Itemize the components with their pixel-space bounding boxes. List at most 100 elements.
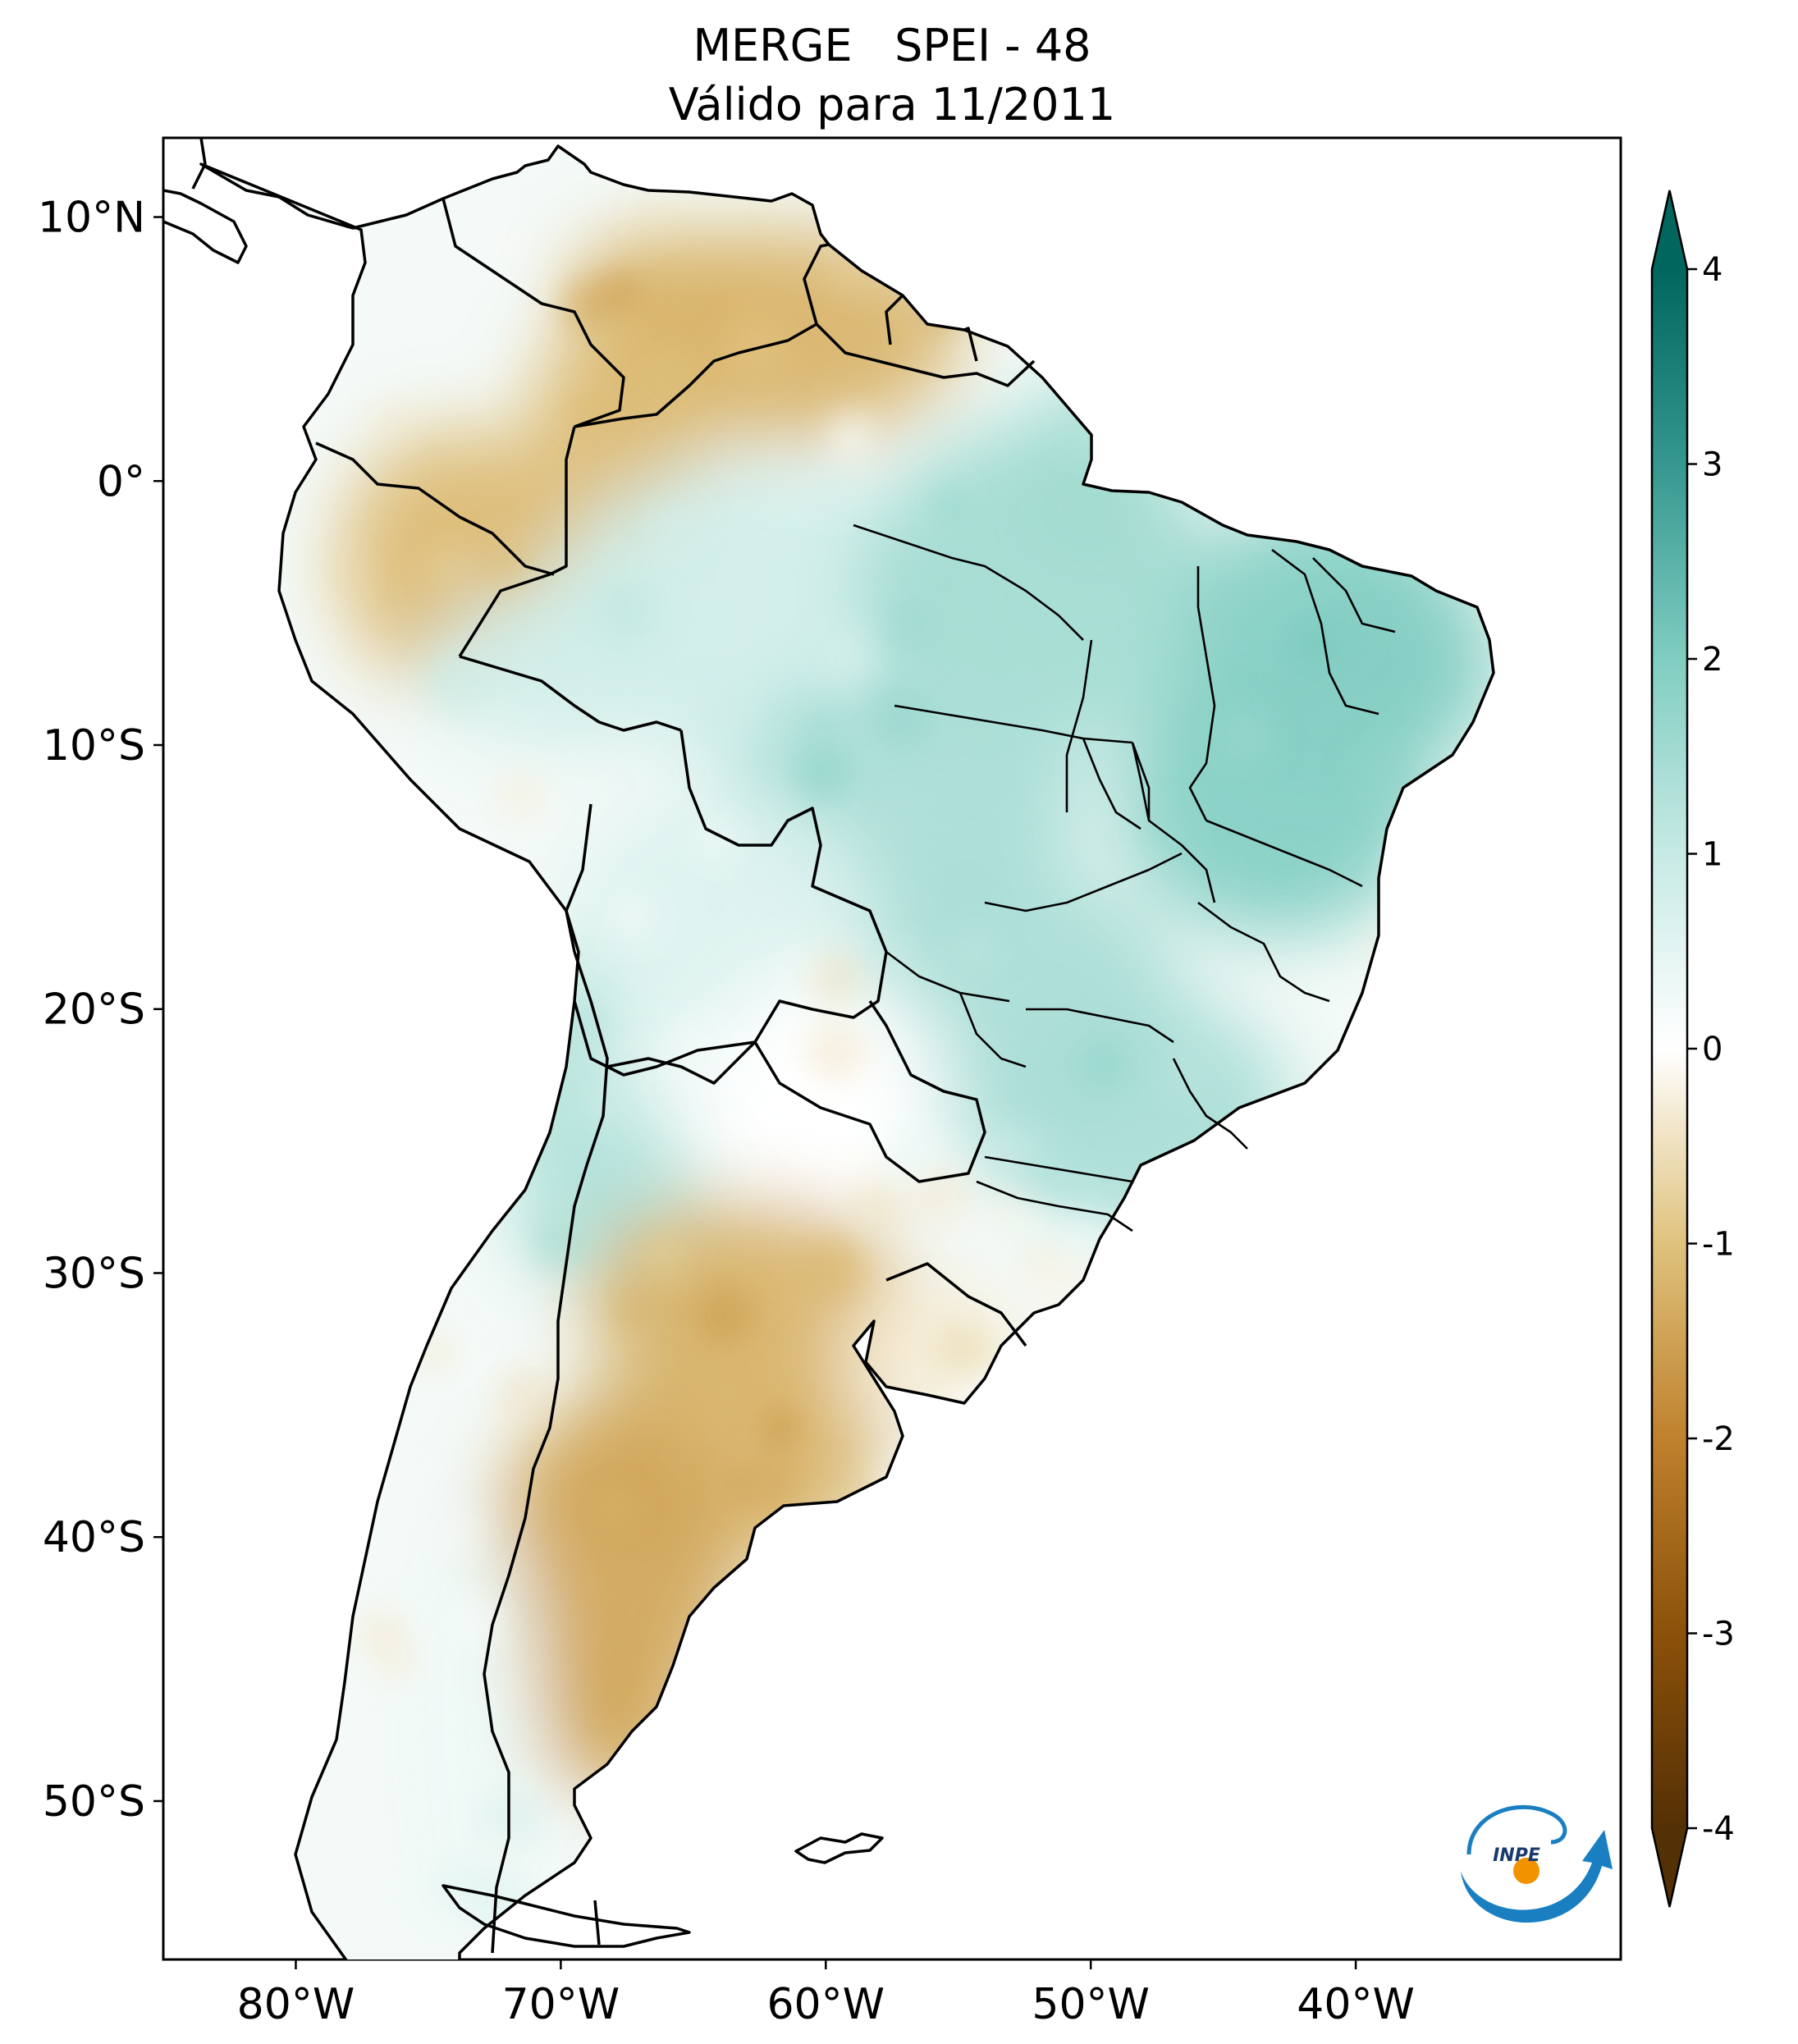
spei-speckle [428,1854,489,1915]
spei-speckle [377,405,403,432]
spei-speckle [478,537,528,586]
spei-speckle [720,1468,750,1498]
spei-speckle [1354,743,1409,799]
spei-speckle [737,1453,800,1516]
spei-speckle [1275,856,1302,882]
lat-tick-label: 40°S [43,1513,145,1562]
spei-speckle [688,688,746,747]
spei-speckle [936,488,966,518]
spei-speckle [498,1368,547,1418]
spei-speckle [871,688,934,751]
spei-speckle [654,504,699,549]
colorbar-tick-label: 2 [1702,641,1723,679]
spei-speckle [1077,1037,1129,1091]
spei-speckle [431,549,466,584]
spei-speckle [455,1602,499,1646]
lat-tick-label: 20°S [43,985,145,1035]
lat-tick-label: 50°S [43,1777,145,1827]
spei-speckle [805,1021,867,1081]
colorbar-tick-label: -1 [1702,1226,1735,1264]
colorbar: 4 3 2 1 0 -1 -2 -3 -4 [1650,190,1735,1908]
falkland-islands [794,1832,884,1864]
colorbar-tick-label: -2 [1702,1420,1735,1458]
spei-speckle [954,928,995,968]
spei-speckle [1289,620,1338,669]
spei-speckle [1005,1202,1057,1254]
border-paraguay [753,1000,986,1183]
border-fguiana [963,327,978,362]
tierra-del-fuego [441,1884,691,1948]
spei-speckle [814,627,878,690]
spei-speckle [492,768,547,823]
border-venezuela-brazil [574,322,817,428]
logo-dot [1513,1858,1540,1884]
spei-speckle [908,1164,971,1225]
lon-tick-label: 70°W [502,1980,620,2029]
spei-speckle [800,1238,862,1301]
inpe-logo: INPE [1461,1804,1613,1923]
spei-speckle [809,469,852,511]
border-chile-argentina [483,951,609,1954]
state-borders [853,524,1396,1232]
spei-speckle [357,1609,406,1658]
spei-speckle [448,1515,475,1543]
logo-arrow-arc [1461,1830,1613,1923]
lat-tick-label: 0° [97,457,145,506]
central-america-coast [163,189,248,264]
colorbar-tick-label: 4 [1702,251,1723,289]
spei-speckle [334,562,363,591]
colorbar-extend-min [1652,1828,1687,1907]
colorbar-tick-label: 3 [1702,446,1723,484]
spei-speckle [1219,708,1274,763]
border-uruguay [885,1262,1027,1347]
spei-speckle [805,709,832,736]
spei-speckle [853,1147,883,1177]
spei-speckle [807,949,865,1007]
title-line-1: MERGE SPEI - 48 [693,20,1091,71]
spei-speckle [759,1406,802,1448]
spei-region [1318,567,1494,765]
spei-speckle [617,1296,647,1326]
central-america-coast-north [191,138,207,190]
spei-speckle [487,225,520,258]
border-guianas-brazil [815,322,1036,387]
title-line-2: Válido para 11/2011 [668,79,1116,130]
spei-speckle [427,651,492,716]
spei-speckle [830,433,858,460]
lat-tick-label: 10°N [38,194,145,243]
lon-tick-label: 50°W [1032,1980,1150,2029]
border-peru-brazil [459,655,682,732]
border-colombia-ecuador-peru [315,441,555,576]
spei-speckle [592,578,658,644]
spei-speckle [693,1283,756,1347]
spei-region [490,1399,737,1728]
lon-tick-label: 60°W [766,1980,885,2029]
spei-speckle [647,353,689,393]
spei-speckle [881,1129,936,1184]
spei-speckle [606,890,660,944]
colorbar-tick-label: 0 [1702,1031,1723,1068]
colorbar-tick-label: 1 [1702,836,1723,874]
logo-text: INPE [1493,1845,1540,1866]
lon-tick-label: 40°W [1297,1980,1415,2029]
spei-speckle [1164,1050,1214,1100]
spei-speckle [695,820,738,863]
spei-speckle [883,597,940,653]
colorbar-gradient [1652,269,1687,1828]
border-tierra-del-fuego [593,1900,601,1946]
spei-speckle [570,396,604,430]
colorbar-tick-label: -4 [1702,1810,1735,1848]
spei-speckle [997,776,1024,804]
spei-speckle [530,1214,586,1269]
border-suriname [885,294,904,345]
lon-tick-label: 80°W [237,1980,355,2029]
spei-speckle [1055,1223,1082,1251]
border-colombia-venezuela [441,198,625,428]
colorbar-tick-label: -3 [1702,1616,1735,1653]
spei-speckle [603,1492,633,1521]
spei-speckle [561,277,616,331]
spei-speckle [1015,1147,1076,1208]
border-argentina-bolivia [606,1040,757,1085]
logo-thin-arc [1466,1804,1567,1855]
